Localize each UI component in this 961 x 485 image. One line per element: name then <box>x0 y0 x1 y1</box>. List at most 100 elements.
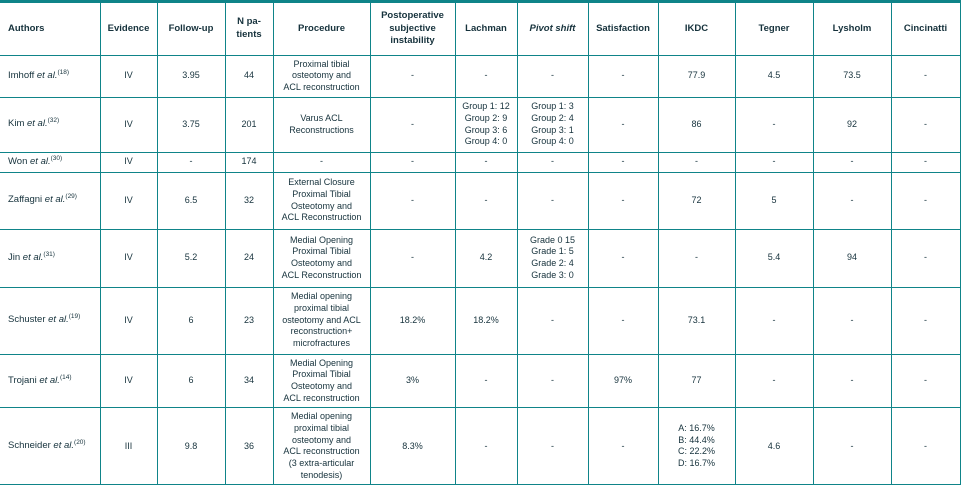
author-reference: (20) <box>74 439 86 447</box>
cell-instability: - <box>370 55 456 98</box>
author-cell: Schneider et al.(20) <box>0 407 101 485</box>
cell-line: (3 extra-articular <box>288 458 355 469</box>
author-reference: (19) <box>68 313 81 321</box>
cell-line: Medial opening <box>290 291 353 302</box>
cell-lachman: 18.2% <box>455 287 518 355</box>
cell-line: Medial Opening <box>289 357 354 368</box>
cell-evidence: IV <box>100 172 158 230</box>
column-header-followup: Follow-up <box>157 3 226 56</box>
cell-line: External Closure <box>288 177 355 188</box>
cell-evidence: IV <box>100 55 158 98</box>
cell-lysholm: 94 <box>813 229 892 288</box>
cell-pivot: - <box>517 172 589 230</box>
cell-tegner: 4.6 <box>735 407 814 485</box>
cell-followup: 6 <box>157 287 226 355</box>
cell-line: C: 22.2% <box>677 446 716 457</box>
cell-line: proximal tibial <box>293 423 350 433</box>
cell-line: tients <box>236 28 262 40</box>
cell-pivot: - <box>517 287 589 355</box>
author-cell: Imhoff et al.(18) <box>0 55 101 98</box>
cell-line: Grade 1: 5 <box>531 246 574 257</box>
cell-tegner: 5.4 <box>735 229 814 288</box>
cell-tegner: 5 <box>735 172 814 230</box>
author-reference: (30) <box>50 154 63 162</box>
author-name: Schneider <box>8 440 54 452</box>
cell-followup: 9.8 <box>157 407 226 485</box>
cell-followup: 6 <box>157 354 226 409</box>
cell-procedure: External Closure Proximal Tibial Osteotomy… <box>273 172 371 230</box>
cell-line: Proximal Tibial <box>292 369 351 380</box>
cell-ikdc: 77 <box>658 354 736 409</box>
cell-ikdc: - <box>658 229 736 288</box>
cell-line: Medial opening <box>290 411 353 422</box>
cell-line: Proximal tibial <box>293 58 350 69</box>
cell-ikdc: 86 <box>658 97 736 153</box>
cell-lachman: - <box>455 354 518 409</box>
cell-line: D: 16.7% <box>677 458 716 469</box>
table-row: Schneider et al.(20) III 9.8 36 Medial openi… <box>0 407 961 485</box>
cell-n: 36 <box>225 407 274 485</box>
cell-line: tenodesis) <box>300 469 343 480</box>
cell-followup: - <box>157 152 226 173</box>
cell-line: ACL reconstruction <box>283 81 360 92</box>
cell-line: ACL reconstruction <box>283 446 360 457</box>
cell-pivot: - <box>517 152 589 173</box>
column-header-pivot: Pivot shift <box>517 3 589 56</box>
table-row: Schuster et al.(19) IV 6 23 Medial opening pr… <box>0 287 961 355</box>
author-cell: Schuster et al.(19) <box>0 287 101 355</box>
cell-line: ACL reconstruction <box>283 392 360 403</box>
cell-lachman: - <box>455 152 518 173</box>
cell-evidence: IV <box>100 287 158 355</box>
table-row: Zaffagni et al.(29) IV 6.5 32 External Closu… <box>0 172 961 230</box>
cell-lysholm: - <box>813 172 892 230</box>
cell-evidence: IV <box>100 152 158 173</box>
table-row: Kim et al.(32) IV 3.75 201 Varus ACL Reconstr… <box>0 97 961 153</box>
table-row: Jin et al.(31) IV 5.2 24 Medial Opening Proxi… <box>0 229 961 288</box>
cell-tegner: - <box>735 152 814 173</box>
cell-lysholm: - <box>813 407 892 485</box>
cell-line: N pa- <box>237 16 261 28</box>
header-row: Authors Evidence Follow-up N pa-tients Proce… <box>0 3 961 56</box>
column-header-tegner: Tegner <box>735 3 814 56</box>
cell-lysholm: - <box>813 287 892 355</box>
cell-followup: 3.95 <box>157 55 226 98</box>
cell-line: ACL Reconstruction <box>281 212 362 223</box>
cell-lysholm: 73.5 <box>813 55 892 98</box>
cell-ikdc: 72 <box>658 172 736 230</box>
author-etal: et al. <box>44 194 66 206</box>
cell-n: 34 <box>225 354 274 409</box>
cell-procedure: Varus ACL Reconstructions <box>273 97 371 153</box>
cell-lachman: - <box>455 407 518 485</box>
table-row: Imhoff et al.(18) IV 3.95 44 Proximal tibial… <box>0 55 961 98</box>
cell-cincinatti: - <box>891 229 961 288</box>
column-header-ikdc: IKDC <box>658 3 736 56</box>
cell-instability: 3% <box>370 354 456 409</box>
cell-satisfaction: 97% <box>588 354 659 409</box>
cell-line: Group 1: 12 <box>462 101 510 112</box>
author-reference: (31) <box>43 250 55 258</box>
author-name: Kim <box>8 118 27 130</box>
cell-lachman: - <box>455 55 518 98</box>
cell-cincinatti: - <box>891 354 961 409</box>
cell-satisfaction: - <box>588 229 659 288</box>
cell-line: B: 44.4% <box>678 434 715 445</box>
cell-line: Grade 0 15 <box>529 234 576 245</box>
cell-line: Group 3: 6 <box>464 124 508 135</box>
cell-line: instability <box>390 34 435 46</box>
cell-tegner: - <box>735 97 814 153</box>
table-row: Trojani et al.(14) IV 6 34 Medial Opening Pro… <box>0 354 961 409</box>
cell-procedure: Medial Opening Proximal Tibial Osteotomy a… <box>273 229 371 288</box>
cell-line: Group 1: 3 <box>531 101 574 112</box>
cell-instability: 8.3% <box>370 407 456 485</box>
column-header-procedure: Procedure <box>273 3 371 56</box>
cell-instability: - <box>370 97 456 153</box>
author-name: Schuster <box>8 314 49 326</box>
cell-line: Group 4: 0 <box>531 136 574 147</box>
cell-tegner: - <box>735 287 814 355</box>
cell-line: Group 4: 0 <box>464 136 508 147</box>
cell-cincinatti: - <box>891 152 961 173</box>
cell-lachman: 4.2 <box>455 229 518 288</box>
cell-instability: 18.2% <box>370 287 456 355</box>
cell-line: ACL Reconstruction <box>281 269 362 280</box>
author-cell: Won et al.(30) <box>0 152 101 173</box>
